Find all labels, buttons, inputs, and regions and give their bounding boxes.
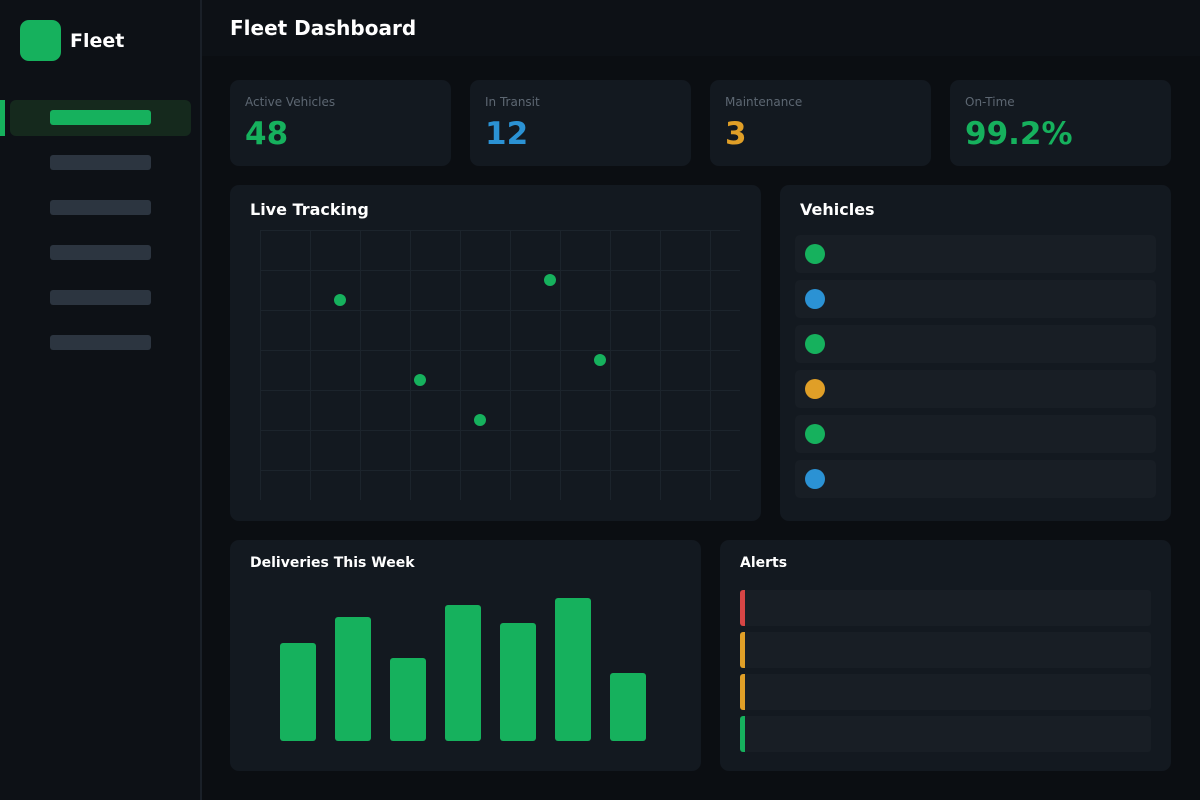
status-dot-icon (805, 334, 825, 354)
stat-card-in-transit: In Transit 12 (470, 80, 691, 166)
stat-value: 12 (485, 116, 529, 152)
deliveries-bar-chart (280, 598, 646, 741)
vehicle-row[interactable] (795, 415, 1156, 453)
delivery-bar (445, 605, 481, 741)
vehicles-panel: Vehicles (780, 185, 1171, 521)
panel-title: Vehicles (800, 200, 875, 219)
vehicle-row[interactable] (795, 325, 1156, 363)
alert-severity-indicator (740, 674, 745, 710)
stat-value: 3 (725, 116, 747, 152)
sidebar-item-label (50, 290, 151, 305)
delivery-bar (390, 658, 426, 741)
fleet-logo-icon (20, 20, 61, 61)
stat-value: 48 (245, 116, 289, 152)
alert-row[interactable] (740, 674, 1151, 710)
chart-title: Deliveries This Week (250, 555, 415, 571)
status-dot-icon (805, 379, 825, 399)
vehicle-marker-icon[interactable] (414, 374, 426, 386)
page-title: Fleet Dashboard (230, 16, 417, 40)
sidebar-item-label (50, 200, 151, 215)
sidebar-item-6[interactable] (10, 325, 191, 361)
vehicle-row[interactable] (795, 280, 1156, 318)
delivery-bar (335, 617, 371, 741)
sidebar-item-5[interactable] (10, 280, 191, 316)
panel-title: Alerts (740, 555, 788, 571)
live-tracking-panel: Live Tracking (230, 185, 761, 521)
alert-row[interactable] (740, 632, 1151, 668)
sidebar: Fleet (0, 0, 202, 800)
sidebar-item-label (50, 155, 151, 170)
vehicle-row[interactable] (795, 370, 1156, 408)
delivery-bar (280, 643, 316, 741)
alert-row[interactable] (740, 590, 1151, 626)
stat-card-active-vehicles: Active Vehicles 48 (230, 80, 451, 166)
alerts-panel: Alerts (720, 540, 1171, 771)
status-dot-icon (805, 424, 825, 444)
vehicle-marker-icon[interactable] (474, 414, 486, 426)
status-dot-icon (805, 469, 825, 489)
vehicle-row[interactable] (795, 235, 1156, 273)
sidebar-item-4[interactable] (10, 235, 191, 271)
stat-label: Maintenance (725, 95, 803, 109)
sidebar-item-label (50, 245, 151, 260)
sidebar-item-label (50, 110, 151, 125)
stat-label: On-Time (965, 95, 1015, 109)
panel-title: Live Tracking (250, 200, 369, 219)
vehicle-row[interactable] (795, 460, 1156, 498)
sidebar-item-2[interactable] (10, 145, 191, 181)
alert-row[interactable] (740, 716, 1151, 752)
stat-value: 99.2% (965, 116, 1073, 152)
alert-severity-indicator (740, 716, 745, 752)
delivery-bar (610, 673, 646, 741)
vehicle-marker-icon[interactable] (594, 354, 606, 366)
stat-card-on-time: On-Time 99.2% (950, 80, 1171, 166)
sidebar-item-1[interactable] (10, 100, 191, 136)
stat-label: Active Vehicles (245, 95, 336, 109)
alert-severity-indicator (740, 590, 745, 626)
tracking-map[interactable] (260, 230, 740, 500)
status-dot-icon (805, 289, 825, 309)
status-dot-icon (805, 244, 825, 264)
deliveries-panel: Deliveries This Week (230, 540, 701, 771)
stat-label: In Transit (485, 95, 540, 109)
sidebar-item-label (50, 335, 151, 350)
sidebar-item-3[interactable] (10, 190, 191, 226)
vehicle-marker-icon[interactable] (544, 274, 556, 286)
delivery-bar (555, 598, 591, 741)
active-nav-indicator (0, 100, 5, 136)
app-name: Fleet (70, 30, 125, 52)
delivery-bar (500, 623, 536, 741)
stat-card-maintenance: Maintenance 3 (710, 80, 931, 166)
alert-severity-indicator (740, 632, 745, 668)
vehicle-marker-icon[interactable] (334, 294, 346, 306)
top-header: Fleet Dashboard (202, 0, 1200, 56)
